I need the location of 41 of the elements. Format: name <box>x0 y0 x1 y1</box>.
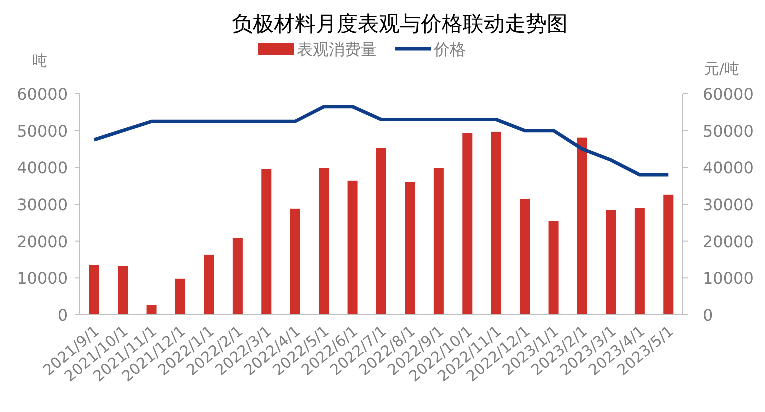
y-axis-title: 吨 <box>32 52 48 70</box>
y-tick-label: 10000 <box>17 269 68 288</box>
y2-tick-label: 30000 <box>703 196 754 214</box>
bar <box>664 194 674 315</box>
bar <box>405 182 416 315</box>
bar <box>348 180 358 315</box>
y-tick-label: 30000 <box>17 196 68 214</box>
y2-tick-label: 20000 <box>703 232 754 252</box>
bar <box>578 138 588 315</box>
bar <box>176 278 186 315</box>
bar <box>491 132 502 315</box>
bar <box>606 210 616 315</box>
bar <box>520 198 530 315</box>
bar <box>376 148 386 315</box>
bar <box>262 169 272 315</box>
y2-tick-label: 10000 <box>703 269 754 288</box>
bar <box>634 208 645 315</box>
bar <box>290 208 300 315</box>
legend-label: 价格 <box>433 40 466 59</box>
y-tick-label: 60000 <box>17 85 68 104</box>
y-tick-label: 40000 <box>17 158 68 178</box>
bar <box>462 133 473 315</box>
bar <box>232 238 243 315</box>
chart-title: 负极材料月度表观与价格联动走势图 <box>232 12 568 36</box>
y-tick-label: 0 <box>58 306 68 325</box>
y2-axis-title: 元/吨 <box>704 60 740 78</box>
y2-tick-label: 50000 <box>703 122 754 141</box>
bar <box>204 254 214 315</box>
y-tick-label: 50000 <box>17 122 68 141</box>
line-series <box>92 105 670 177</box>
bar <box>319 168 330 315</box>
bar <box>548 221 559 315</box>
bar <box>118 266 128 315</box>
y2-tick-label: 40000 <box>703 158 754 178</box>
y2-tick-label: 0 <box>703 306 714 325</box>
bar <box>89 265 100 315</box>
y-tick-label: 20000 <box>17 232 68 252</box>
legend-label: 表观消费量 <box>297 40 377 59</box>
bar <box>146 305 157 315</box>
y2-tick-label: 60000 <box>703 85 754 104</box>
bar <box>434 168 444 315</box>
